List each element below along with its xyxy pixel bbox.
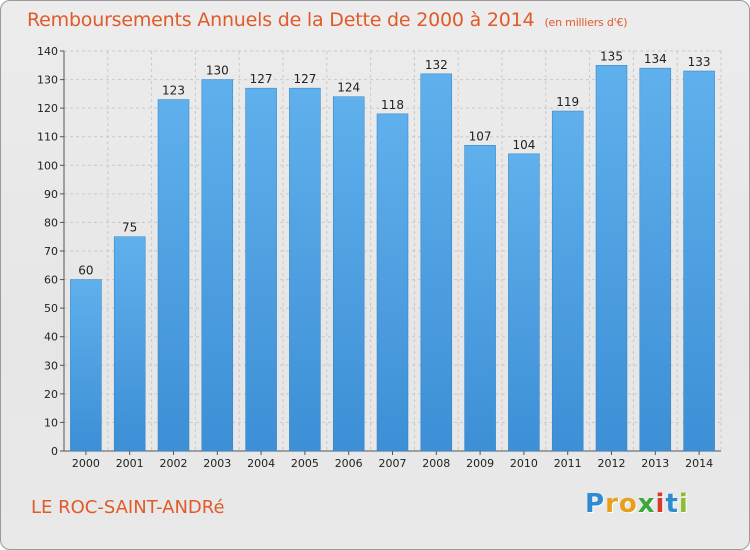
y-tick-label: 120 — [37, 102, 58, 115]
chart-title-text: Remboursements Annuels de la Dette de 20… — [27, 9, 535, 31]
bar-2005[interactable] — [289, 87, 321, 452]
logo-letter: r — [605, 489, 619, 519]
x-tick-label-2013: 2013 — [641, 457, 669, 470]
chart-subtitle: (en milliers d'€) — [544, 16, 628, 29]
x-tick-label-2010: 2010 — [510, 457, 538, 470]
y-tick-label: 10 — [44, 416, 58, 429]
x-tick-label-2009: 2009 — [466, 457, 494, 470]
bar-2006[interactable] — [332, 96, 365, 452]
x-tick-label-2002: 2002 — [160, 457, 188, 470]
y-tick-label: 60 — [44, 274, 58, 287]
bar-2011[interactable] — [551, 110, 584, 452]
y-tick-label: 20 — [44, 388, 58, 401]
bar-2008[interactable] — [420, 73, 453, 452]
y-tick-label: 0 — [51, 445, 58, 458]
x-tick-label-2003: 2003 — [203, 457, 231, 470]
bar-2012[interactable] — [595, 65, 628, 452]
value-label-2013: 134 — [644, 52, 667, 66]
value-label-2006: 124 — [337, 81, 360, 95]
value-label-2011: 119 — [556, 95, 579, 109]
bar-2010[interactable] — [508, 153, 540, 452]
x-tick-label-2001: 2001 — [116, 457, 144, 470]
y-tick-label: 140 — [37, 45, 58, 58]
value-label-2012: 135 — [600, 49, 623, 63]
y-tick-label: 110 — [37, 131, 58, 144]
x-tick-label-2007: 2007 — [379, 457, 407, 470]
x-tick-label-2012: 2012 — [598, 457, 626, 470]
y-tick-label: 80 — [44, 216, 58, 229]
value-label-2000: 60 — [78, 264, 93, 278]
x-tick-label-2004: 2004 — [247, 457, 275, 470]
value-label-2003: 130 — [206, 64, 229, 78]
bar-2000[interactable] — [70, 279, 102, 452]
y-tick-label: 90 — [44, 188, 58, 201]
value-label-2002: 123 — [162, 84, 185, 98]
bar-2013[interactable] — [639, 67, 672, 452]
value-label-2010: 104 — [512, 138, 535, 152]
logo-letter: o — [618, 489, 638, 519]
y-tick-label: 100 — [37, 159, 58, 172]
value-label-2005: 127 — [293, 72, 316, 86]
value-label-2001: 75 — [122, 221, 137, 235]
y-tick-label: 50 — [44, 302, 58, 315]
bar-2009[interactable] — [464, 145, 496, 452]
logo-letter: i — [655, 489, 666, 519]
x-tick-label-2006: 2006 — [335, 457, 363, 470]
value-label-2009: 107 — [469, 129, 492, 143]
chart-title: Remboursements Annuels de la Dette de 20… — [27, 9, 628, 31]
proxiti-logo[interactable]: Proxiti — [585, 489, 689, 519]
x-tick-label-2008: 2008 — [422, 457, 450, 470]
x-tick-label-2014: 2014 — [685, 457, 713, 470]
x-tick-label-2011: 2011 — [554, 457, 582, 470]
logo-letter: i — [678, 489, 689, 519]
bar-2014[interactable] — [683, 70, 715, 452]
logo-letter: P — [585, 489, 606, 519]
logo-letter: x — [637, 489, 656, 519]
bar-2003[interactable] — [201, 79, 234, 452]
bar-2004[interactable] — [245, 87, 277, 452]
bar-2001[interactable] — [113, 236, 146, 452]
y-tick-label: 30 — [44, 359, 58, 372]
y-tick-label: 40 — [44, 331, 58, 344]
value-label-2004: 127 — [250, 72, 273, 86]
x-tick-label-2005: 2005 — [291, 457, 319, 470]
y-tick-label: 70 — [44, 245, 58, 258]
bar-2007[interactable] — [376, 113, 409, 452]
value-label-2007: 118 — [381, 98, 404, 112]
y-tick-label: 130 — [37, 74, 58, 87]
value-label-2008: 132 — [425, 58, 448, 72]
x-tick-label-2000: 2000 — [72, 457, 100, 470]
place-name: LE ROC-SAINT-ANDRé — [31, 497, 225, 518]
bar-2002[interactable] — [157, 99, 190, 452]
value-label-2014: 133 — [688, 55, 711, 69]
logo-letter: t — [665, 489, 679, 519]
